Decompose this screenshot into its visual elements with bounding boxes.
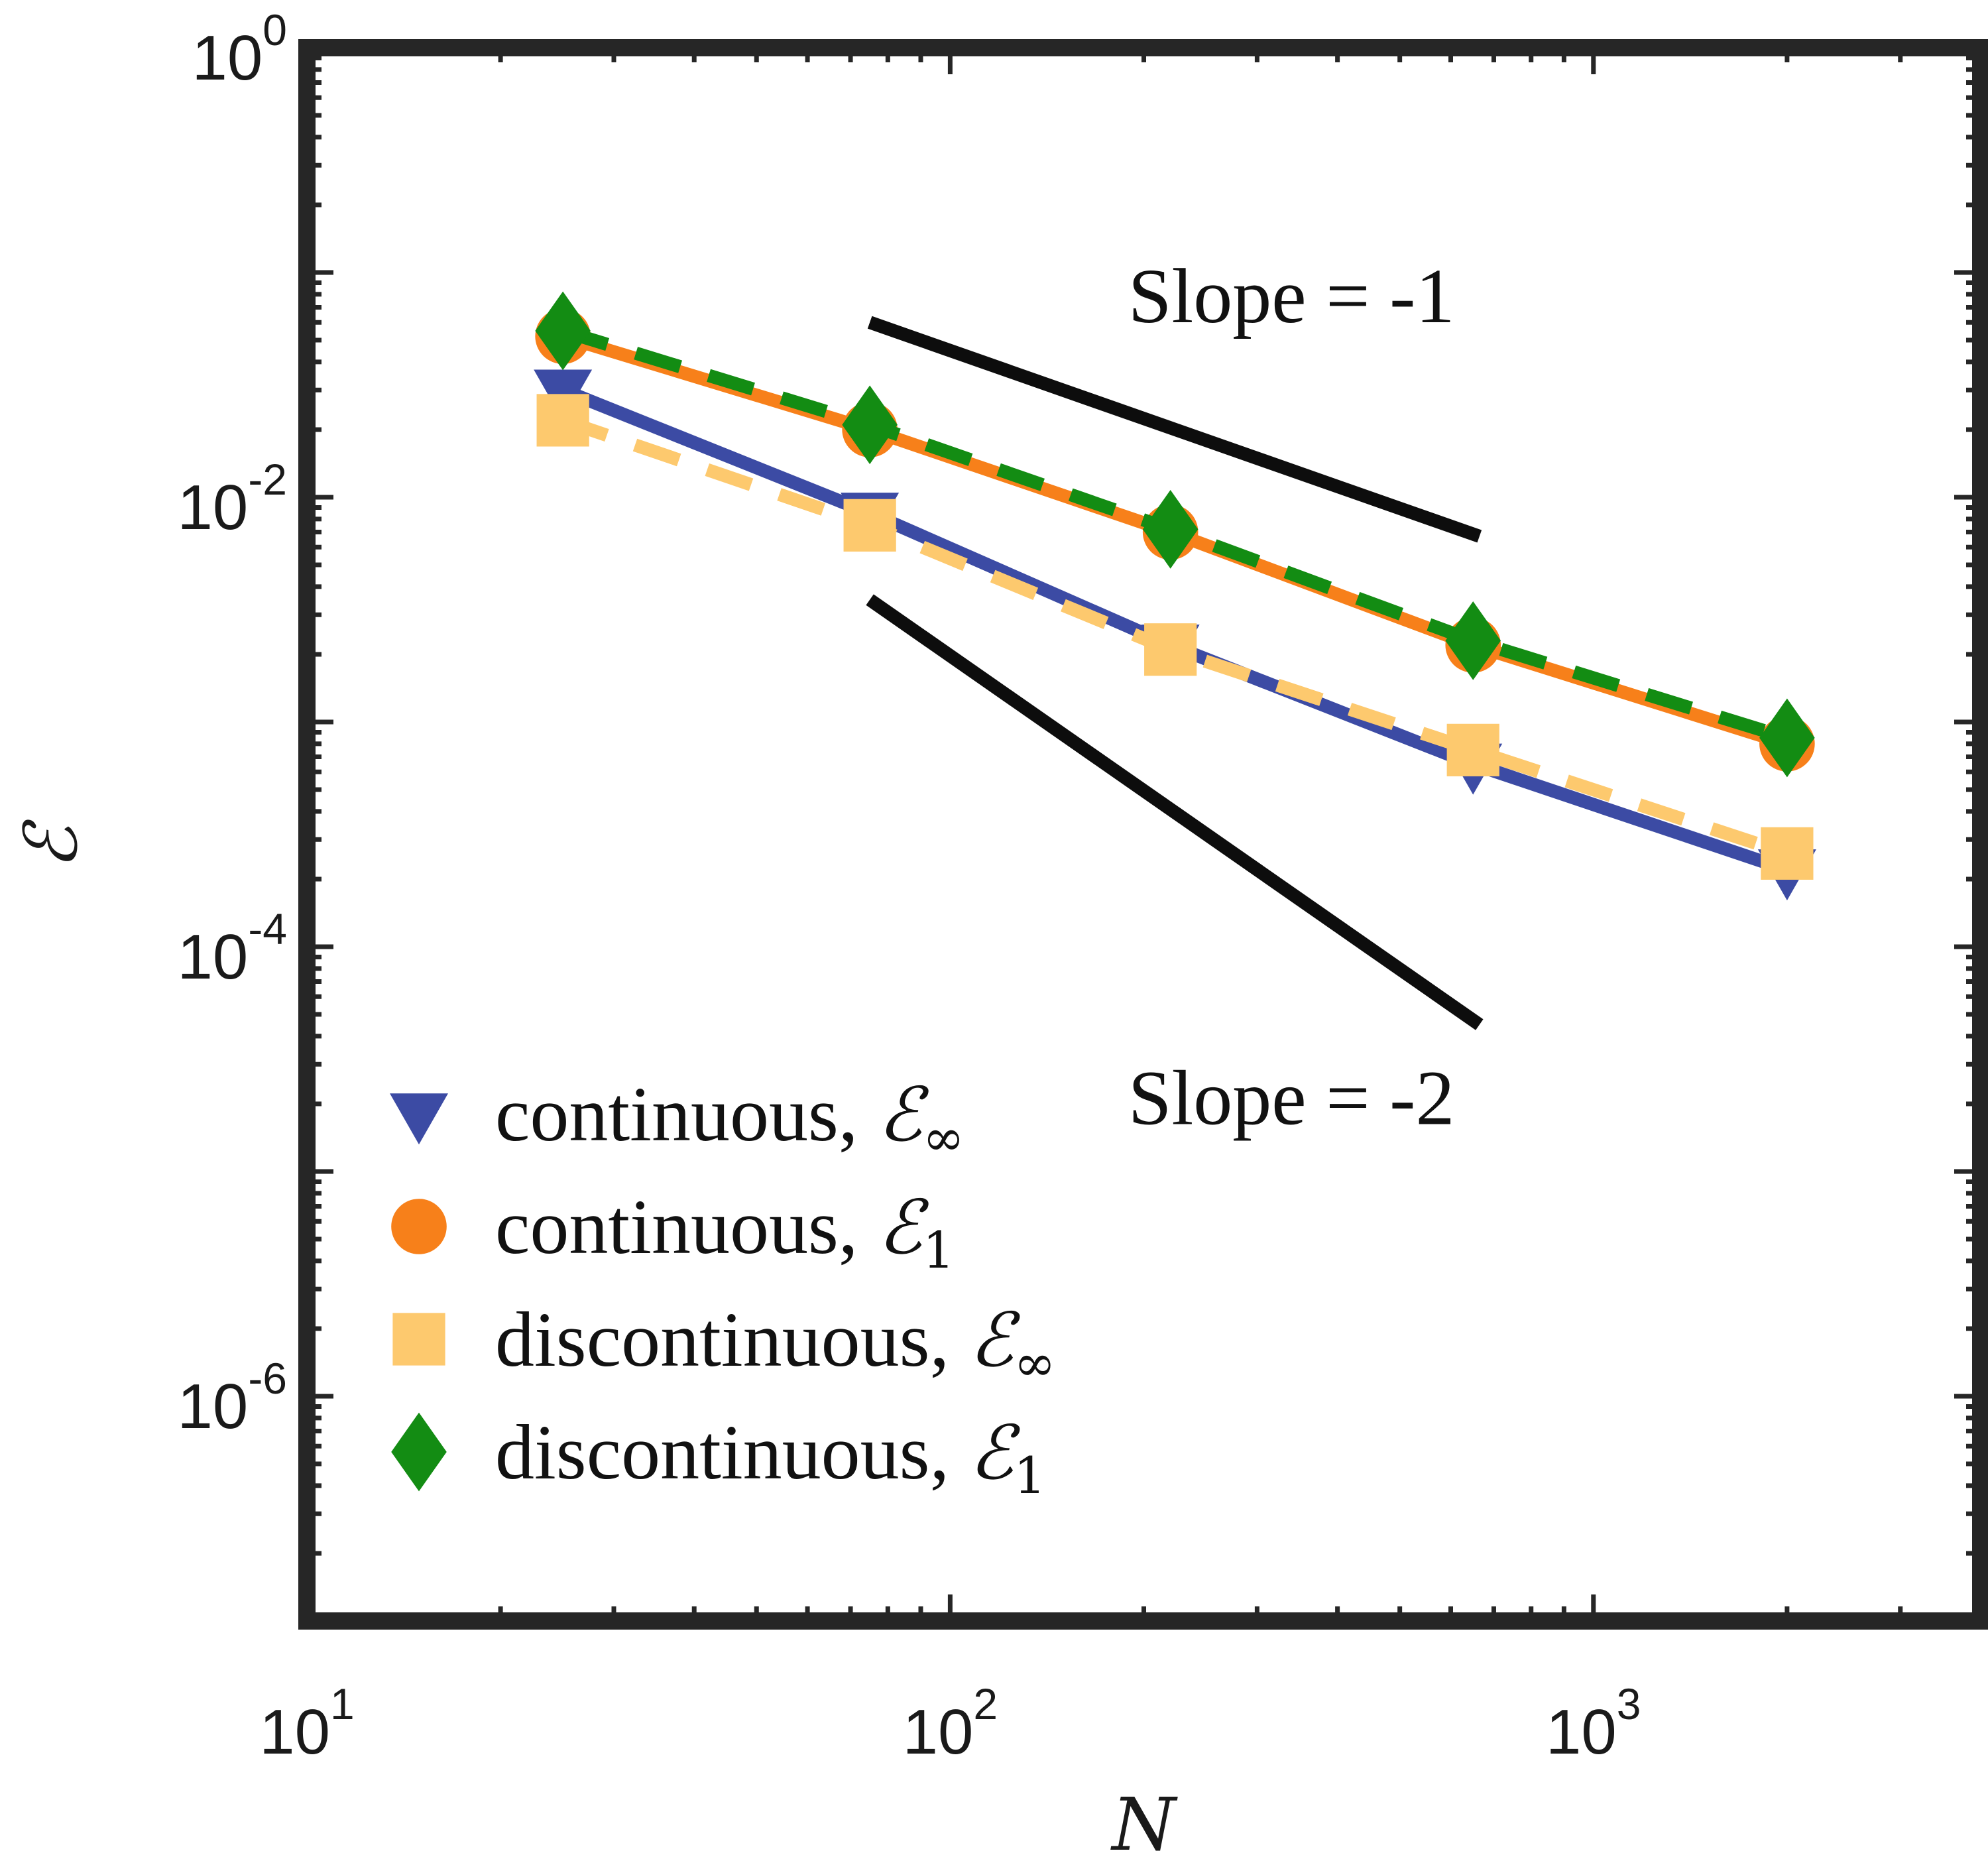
y-tick-base: 10: [178, 922, 249, 992]
legend-label-subscript: 1: [923, 1221, 955, 1280]
y-axis-label: ℰ: [9, 819, 93, 870]
data-series: [534, 291, 1816, 901]
y-tick-base: 10: [178, 1371, 249, 1442]
slope-line-1: [867, 316, 1482, 543]
legend-item-3: discontinuous, ℰ∞: [392, 1296, 1056, 1392]
x-tick-label: 102: [903, 1679, 998, 1768]
legend-item-2: continuous, ℰ1: [391, 1183, 955, 1280]
data-point: [1446, 723, 1499, 776]
y-tick-base: 10: [192, 23, 263, 93]
x-axis-label: N: [1110, 1782, 1178, 1859]
x-tick-exponent: 3: [1617, 1679, 1641, 1728]
legend-label: continuous, ℰ∞: [495, 1071, 965, 1167]
slope-line-2: [866, 594, 1484, 1030]
legend-marker: [391, 1412, 447, 1492]
legend-label: discontinuous, ℰ1: [495, 1409, 1046, 1505]
y-tick-label: 10-2: [178, 455, 287, 543]
legend-label-text: discontinuous,: [495, 1409, 969, 1496]
data-point: [535, 291, 591, 371]
legend-label-symbol: ℰ: [878, 1072, 929, 1158]
legend-label-subscript: 1: [1014, 1446, 1045, 1505]
x-tick-exponent: 1: [330, 1679, 355, 1728]
data-point: [1759, 698, 1815, 778]
data-point: [1761, 827, 1814, 880]
y-tick-label: 100: [192, 5, 288, 93]
data-point: [536, 394, 589, 447]
legend-item-4: discontinuous, ℰ1: [391, 1409, 1046, 1505]
legend-label-symbol: ℰ: [969, 1410, 1021, 1496]
legend-label-text: discontinuous,: [495, 1296, 969, 1383]
data-point: [1445, 601, 1501, 680]
legend-label-subscript: ∞: [1014, 1333, 1055, 1392]
x-tick-base: 10: [903, 1697, 974, 1768]
series-3: [536, 394, 1814, 880]
data-point: [842, 385, 898, 465]
data-point: [843, 499, 896, 552]
legend-marker: [390, 1093, 448, 1145]
x-tick-base: 10: [1546, 1697, 1617, 1768]
legend-label-subscript: ∞: [923, 1108, 965, 1167]
x-tick-exponent: 2: [973, 1679, 998, 1728]
y-tick-label: 10-4: [178, 904, 287, 992]
slope-label-2: Slope = -2: [1128, 1055, 1455, 1142]
series-4: [535, 291, 1815, 778]
y-tick-exponent: -6: [248, 1354, 287, 1403]
data-point: [1144, 623, 1197, 676]
x-tick-label: 103: [1546, 1679, 1641, 1768]
y-tick-label: 10-6: [178, 1354, 287, 1442]
legend: continuous, ℰ∞continuous, ℰ1discontinuou…: [390, 1071, 1056, 1505]
legend-label-symbol: ℰ: [969, 1297, 1021, 1384]
legend-label-text: continuous,: [495, 1183, 878, 1270]
legend-marker: [392, 1313, 445, 1366]
reference-lines: Slope = -1 Slope = -2: [866, 253, 1484, 1142]
y-tick-exponent: 0: [263, 5, 287, 54]
legend-label: discontinuous, ℰ∞: [495, 1296, 1056, 1392]
legend-label-text: continuous,: [495, 1071, 878, 1158]
legend-item-1: continuous, ℰ∞: [390, 1071, 965, 1167]
x-tick-base: 10: [259, 1697, 330, 1768]
legend-label-symbol: ℰ: [878, 1185, 929, 1271]
y-tick-exponent: -2: [248, 455, 287, 504]
y-tick-base: 10: [178, 472, 249, 543]
y-tick-exponent: -4: [248, 904, 287, 953]
data-point: [1142, 489, 1199, 569]
plot-frame: [298, 39, 1988, 1630]
slope-label-1: Slope = -1: [1128, 253, 1455, 339]
legend-marker: [391, 1199, 447, 1254]
legend-label: continuous, ℰ1: [495, 1183, 955, 1280]
x-tick-label: 101: [259, 1679, 355, 1768]
